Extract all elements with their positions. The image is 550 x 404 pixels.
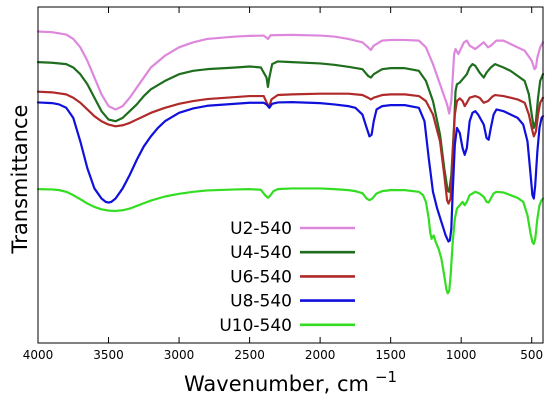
x-tick-label: 2500 <box>234 348 265 362</box>
x-axis-ticks: 4000 3500 3000 2500 2000 1500 1000 500 <box>23 7 543 362</box>
x-axis-label-group: Wavenumber, cm −1 <box>184 368 397 396</box>
x-tick-label: 3500 <box>93 348 124 362</box>
x-tick-label: 4000 <box>23 348 54 362</box>
series-line-u6-540 <box>36 90 545 205</box>
x-tick-label: 500 <box>520 348 543 362</box>
x-axis-unit-superscript: −1 <box>375 368 397 386</box>
x-tick-label: 1000 <box>446 348 477 362</box>
series-line-u4-540 <box>36 60 545 193</box>
legend-label: U8-540 <box>230 292 292 312</box>
y-axis-label: Transmittance <box>8 105 32 255</box>
legend-label: U6-540 <box>230 267 292 287</box>
series-line-u8-540 <box>36 100 545 243</box>
x-tick-label: 1500 <box>375 348 406 362</box>
x-tick-label: 2000 <box>305 348 336 362</box>
series-line-u10-540 <box>36 187 545 295</box>
legend-label: U4-540 <box>230 243 292 263</box>
x-tick-label: 3000 <box>164 348 195 362</box>
x-axis-label: Wavenumber, cm <box>184 372 369 396</box>
legend-label: U10-540 <box>219 316 292 336</box>
legend: U2-540 U4-540 U6-540 U8-540 U10-540 <box>219 219 355 336</box>
plot-frame <box>37 6 544 344</box>
series-layer <box>36 30 545 295</box>
series-line-u2-540 <box>36 30 545 115</box>
legend-label: U2-540 <box>230 219 292 239</box>
